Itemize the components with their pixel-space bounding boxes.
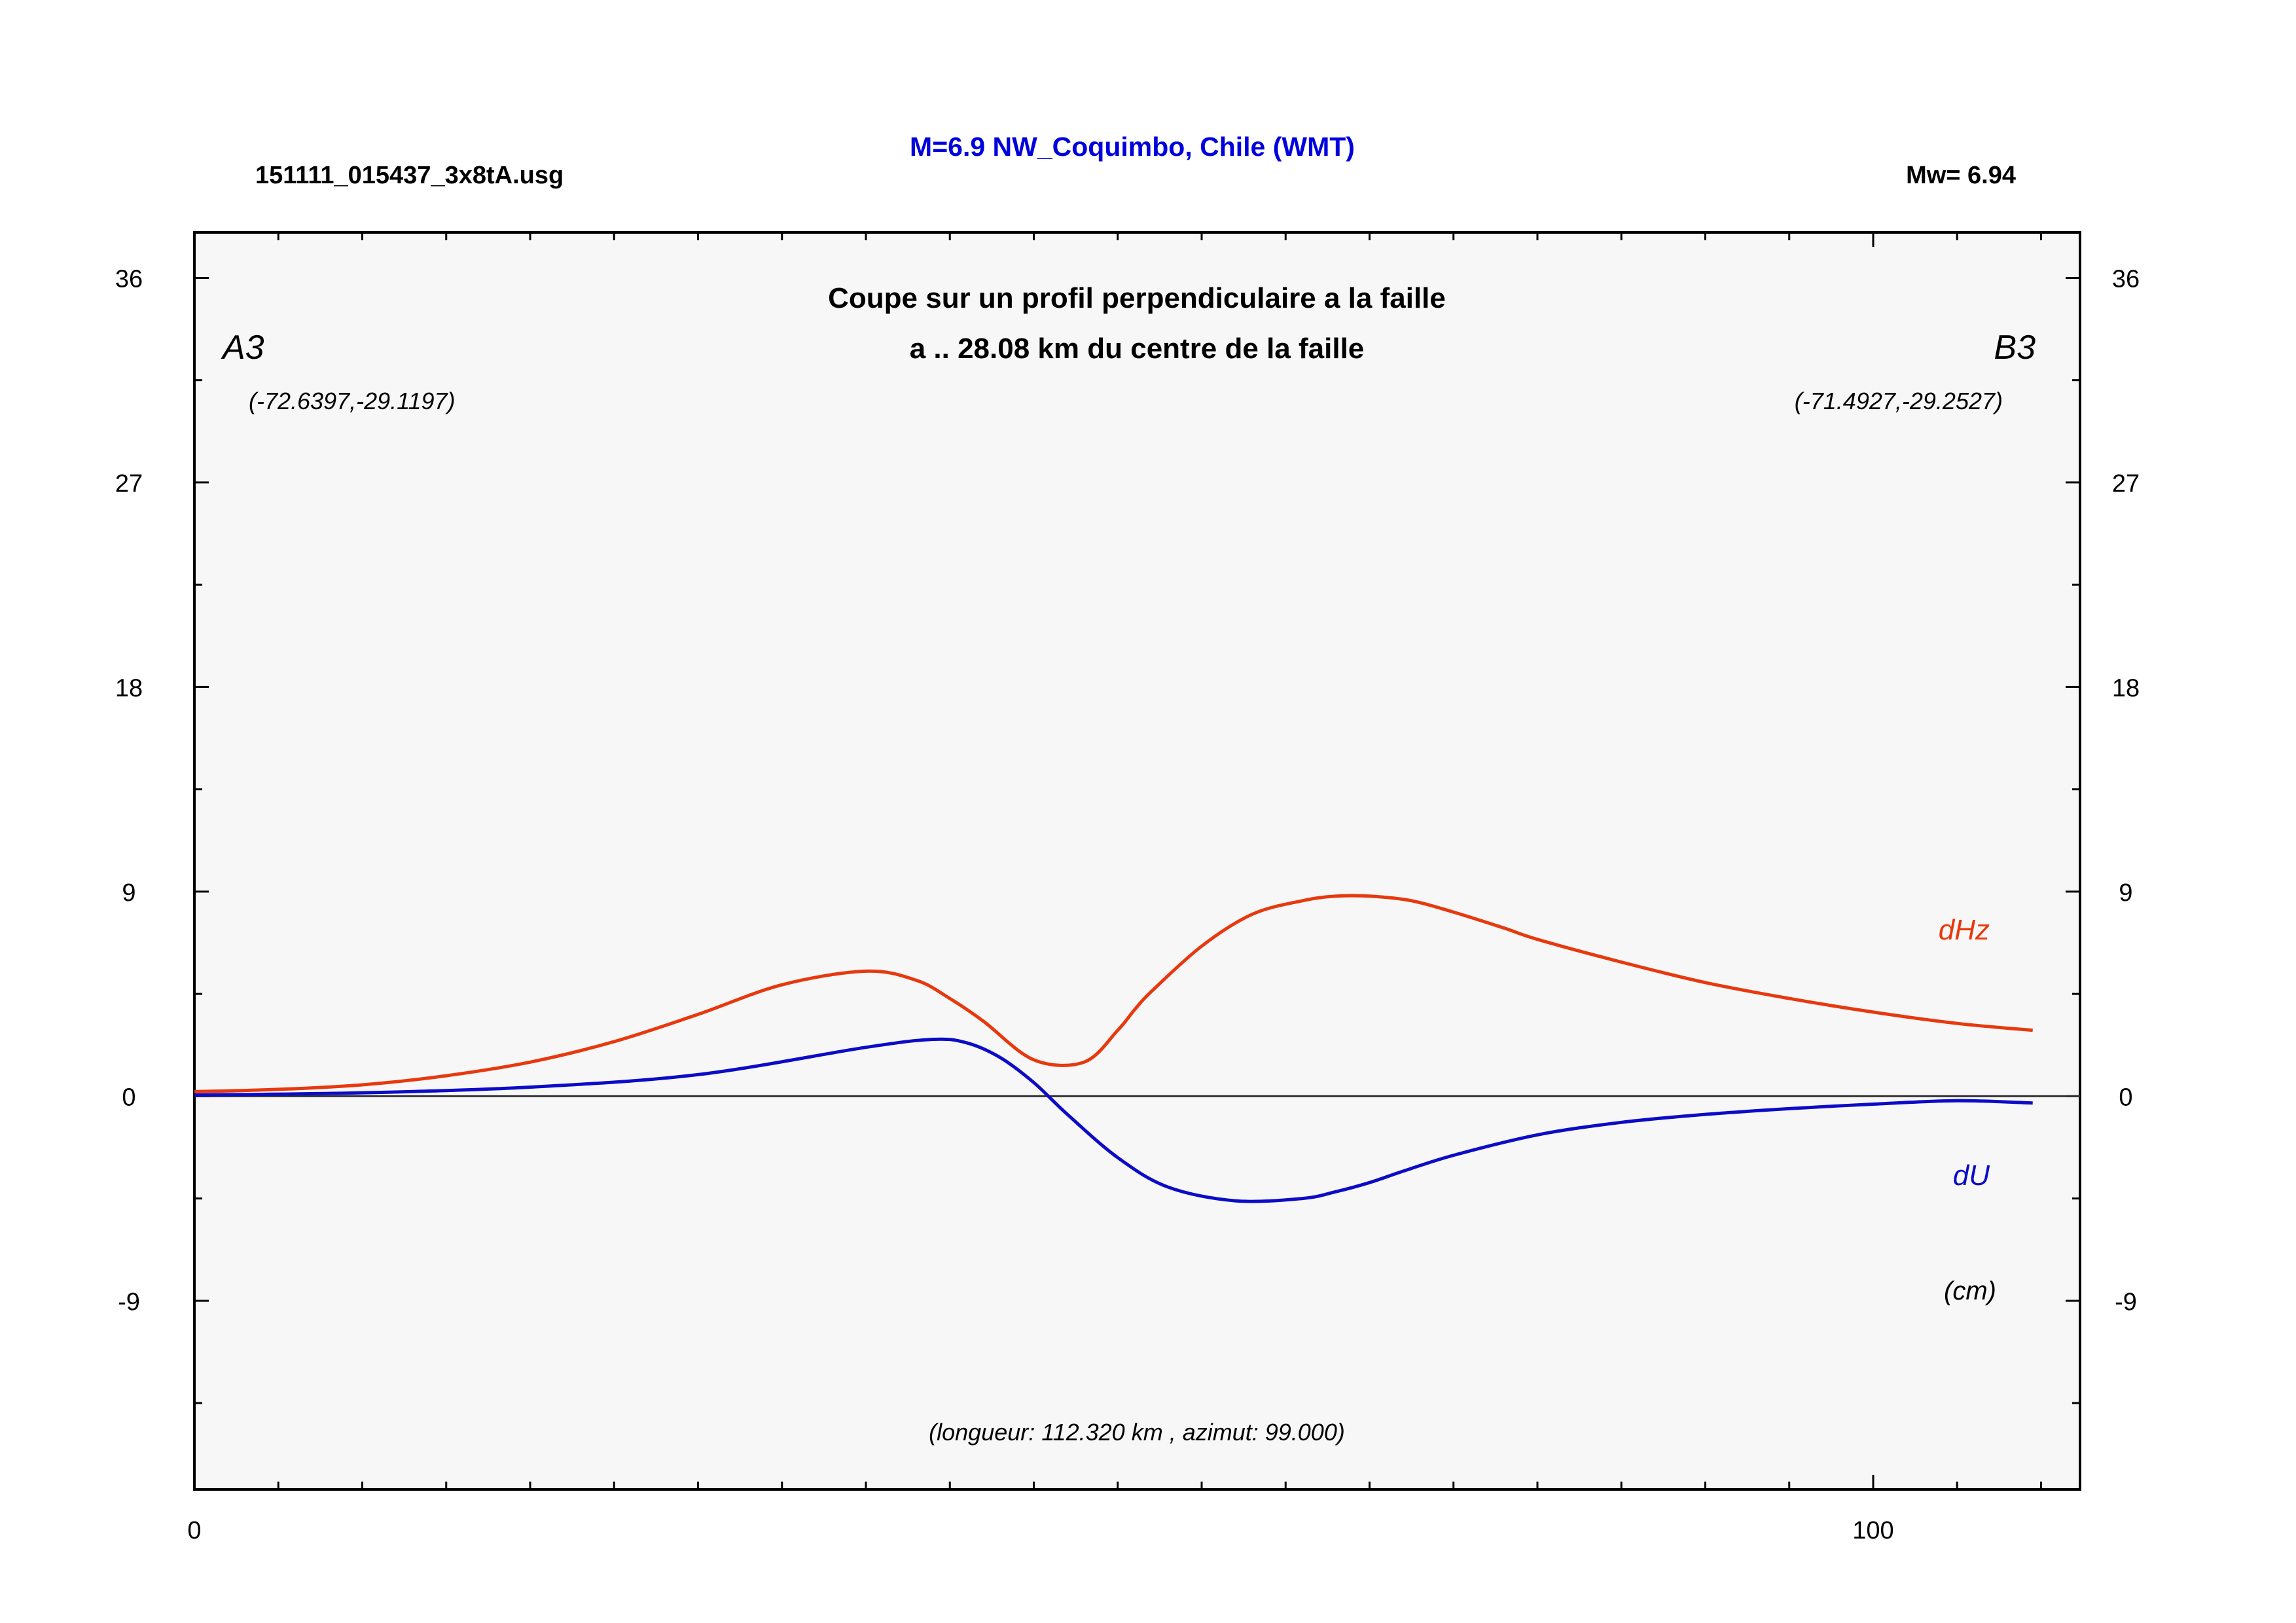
point-b-label: B3	[1994, 329, 2036, 367]
axis-tick-labels: 36 36 27 27 18 18 9 9 0 0 -9 -9 0 100	[115, 265, 2140, 1544]
y-tick-label-right: -9	[2115, 1288, 2137, 1316]
magnitude-label: Mw= 6.94	[1906, 162, 2016, 189]
y-tick-label-left: 9	[122, 879, 135, 907]
y-tick-label-right: 9	[2119, 879, 2132, 907]
y-tick-label-left: 0	[122, 1084, 135, 1111]
point-b-coords: (-71.4927,-29.2527)	[1795, 388, 2003, 414]
y-tick-label-right: 18	[2112, 674, 2140, 702]
series-label-dHz: dHz	[1939, 914, 1990, 946]
y-tick-label-left: -9	[118, 1288, 140, 1316]
y-tick-label-left: 18	[115, 674, 143, 702]
series-label-dU: dU	[1953, 1159, 1990, 1192]
y-tick-label-right: 0	[2119, 1084, 2132, 1111]
plot-area	[193, 231, 2081, 1491]
axis-ticks	[193, 232, 2080, 1489]
series-line-dU	[194, 1037, 2033, 1203]
series-line-dHz	[194, 894, 2033, 1093]
footer-label: (longueur: 112.320 km , azimut: 99.000)	[929, 1419, 1345, 1446]
x-tick-label: 0	[187, 1517, 201, 1544]
file-name-label: 151111_015437_3x8tA.usg	[255, 162, 564, 189]
y-tick-label-left: 36	[115, 265, 143, 293]
y-tick-label-right: 27	[2112, 470, 2140, 498]
y-tick-label-left: 27	[115, 470, 143, 498]
chart-subtitle: a .. 28.08 km du centre de la faille	[910, 333, 1365, 365]
point-a-label: A3	[221, 329, 264, 367]
x-tick-label: 100	[1852, 1517, 1893, 1544]
units-label: (cm)	[1944, 1277, 1996, 1305]
chart-title: Coupe sur un profil perpendiculaire a la…	[828, 282, 1446, 314]
event-title: M=6.9 NW_Coquimbo, Chile (WMT)	[910, 132, 1355, 162]
y-tick-label-right: 36	[2112, 265, 2140, 293]
point-a-coords: (-72.6397,-29.1197)	[249, 388, 456, 414]
